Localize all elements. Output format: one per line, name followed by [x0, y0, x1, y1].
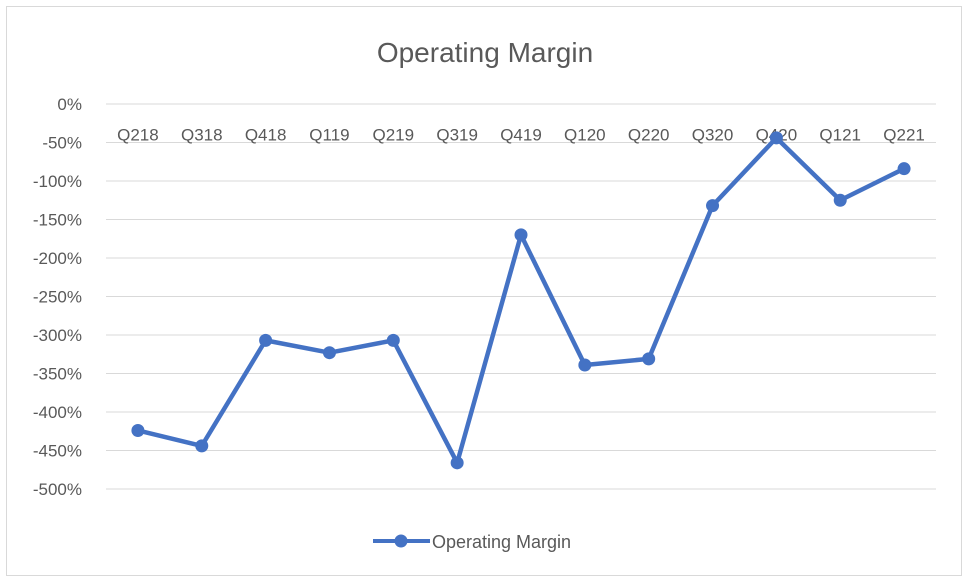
series-line: [137, 135, 906, 466]
data-point: [450, 456, 464, 470]
data-point: [897, 162, 911, 176]
data-point: [322, 346, 336, 360]
x-category-label: Q418: [245, 126, 287, 145]
legend-dot-marker: [394, 534, 408, 548]
y-tick-label: -200%: [33, 249, 82, 268]
data-point: [386, 333, 400, 347]
data-point: [578, 358, 592, 372]
data-point: [131, 423, 145, 437]
x-category-label: Q320: [692, 126, 734, 145]
x-category-label: Q219: [373, 126, 415, 145]
x-category-label: Q419: [500, 126, 542, 145]
x-axis-categories: Q218 Q318 Q418 Q119 Q219 Q319 Q419 Q120 Q220 Q320…: [117, 126, 925, 145]
series-layer: [131, 131, 911, 470]
data-point: [195, 439, 209, 453]
x-category-label: Q319: [436, 126, 478, 145]
y-tick-label: -50%: [42, 134, 82, 153]
x-category-label: Q221: [883, 126, 925, 145]
y-tick-label: -450%: [33, 442, 82, 461]
y-tick-label: -300%: [33, 326, 82, 345]
y-tick-label: -350%: [33, 365, 82, 384]
x-category-label: Q220: [628, 126, 670, 145]
data-point: [642, 352, 656, 366]
x-category-label: Q119: [309, 126, 349, 145]
legend-label: Operating Margin: [432, 532, 571, 552]
y-axis-ticks: 0% -50% -100% -150% -200% -250% -300% -350% -400…: [33, 95, 82, 499]
x-category-label: Q318: [181, 126, 223, 145]
y-tick-label: -250%: [33, 288, 82, 307]
data-point: [769, 131, 783, 145]
x-category-label: Q218: [117, 126, 159, 145]
y-tick-label: -500%: [33, 480, 82, 499]
y-tick-label: -400%: [33, 403, 82, 422]
data-point: [514, 228, 528, 242]
gridlines: [106, 103, 936, 490]
chart-title: Operating Margin: [377, 37, 593, 68]
data-point: [259, 333, 273, 347]
x-category-label: Q121: [819, 126, 861, 145]
y-tick-label: -100%: [33, 172, 82, 191]
x-category-label: Q120: [564, 126, 606, 145]
data-point: [706, 199, 720, 213]
y-tick-label: -150%: [33, 211, 82, 230]
legend: Operating Margin: [373, 532, 571, 552]
chart-frame: [6, 6, 962, 576]
data-point: [833, 193, 847, 207]
y-tick-label: 0%: [57, 95, 82, 114]
